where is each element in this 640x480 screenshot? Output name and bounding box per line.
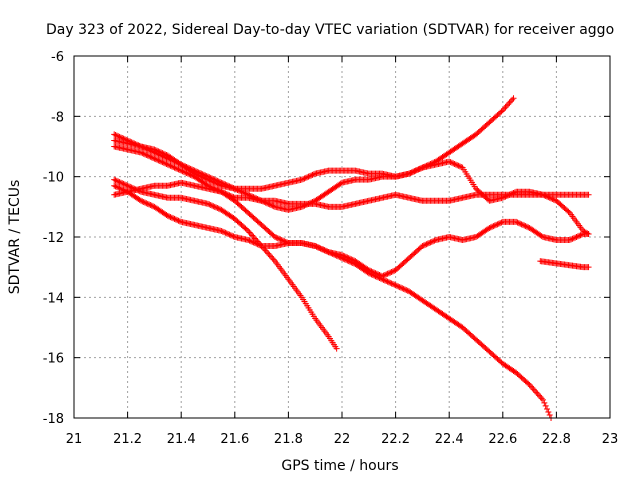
y-tick-label: -16 [43, 352, 64, 367]
x-tick-label: 23 [602, 432, 619, 447]
x-tick-label: 21.8 [274, 432, 303, 447]
plot-frame [73, 55, 611, 419]
series-G [537, 258, 592, 271]
x-axis-label: GPS time / hours [281, 458, 398, 474]
x-tick-label: 21.6 [220, 432, 249, 447]
y-tick-label: -6 [51, 50, 64, 65]
x-tick-label: 21 [66, 432, 83, 447]
y-tick-label: -12 [43, 231, 64, 246]
grid-lines [74, 56, 610, 418]
series-E [111, 182, 555, 421]
x-tick-label: 22.8 [542, 432, 571, 447]
axis-ticks: 21 21.2 21.4 21.6 21.8 22 22.2 22.4 22.6 22.8 23 -6… [43, 50, 619, 447]
y-tick-label: -8 [51, 110, 64, 125]
data-series [111, 95, 592, 421]
chart-title: Day 323 of 2022, Sidereal Day-to-day VTE… [46, 22, 614, 38]
series-markers [111, 182, 555, 421]
series-markers [537, 258, 592, 271]
y-axis-label: SDTVAR / TECUs [7, 180, 23, 295]
x-tick-label: 22 [334, 432, 351, 447]
series-F [111, 179, 592, 280]
x-tick-label: 22.2 [381, 432, 410, 447]
y-tick-label: -18 [43, 412, 64, 427]
y-tick-label: -14 [43, 291, 64, 306]
x-tick-label: 22.6 [488, 432, 517, 447]
x-tick-label: 21.2 [113, 432, 142, 447]
x-tick-label: 22.4 [435, 432, 464, 447]
y-tick-label: -10 [43, 171, 64, 186]
x-tick-label: 21.4 [167, 432, 196, 447]
